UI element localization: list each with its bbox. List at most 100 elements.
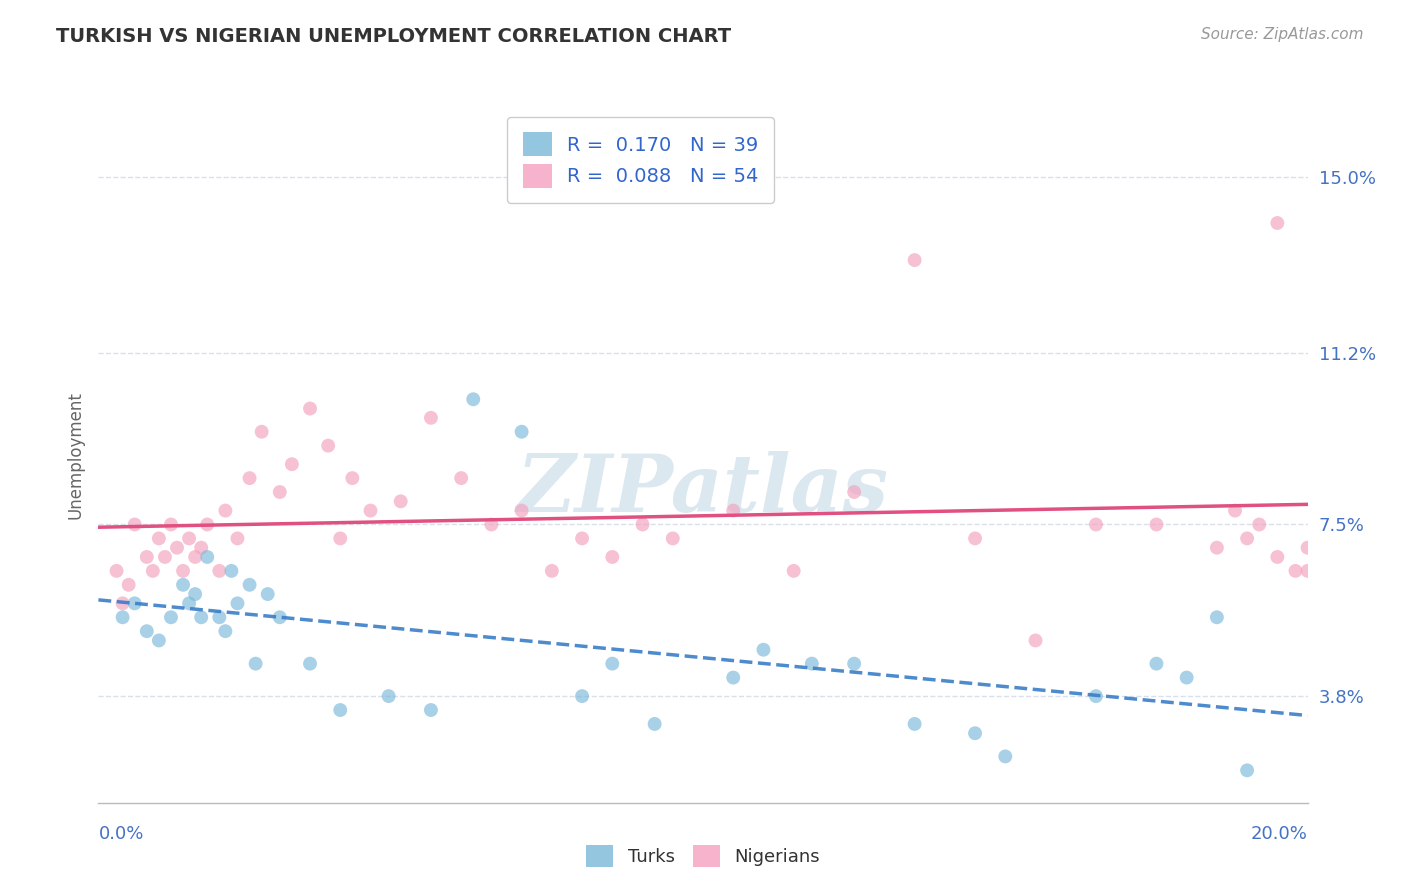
Point <box>571 532 593 546</box>
Point <box>190 610 212 624</box>
Point <box>179 596 201 610</box>
Point <box>904 253 927 268</box>
Point <box>172 564 194 578</box>
Point <box>214 624 236 639</box>
Point <box>239 471 262 485</box>
Point <box>245 657 267 671</box>
Point <box>239 578 262 592</box>
Point <box>250 425 273 439</box>
Legend: R =  0.170   N = 39, R =  0.088   N = 54: R = 0.170 N = 39, R = 0.088 N = 54 <box>508 117 775 203</box>
Point <box>118 578 141 592</box>
Point <box>752 642 775 657</box>
Point <box>1249 517 1271 532</box>
Point <box>329 703 352 717</box>
Point <box>377 689 399 703</box>
Point <box>172 578 194 592</box>
Point <box>195 517 218 532</box>
Point <box>221 564 243 578</box>
Point <box>208 564 231 578</box>
Point <box>281 457 304 471</box>
Point <box>904 717 927 731</box>
Point <box>1236 532 1258 546</box>
Point <box>800 657 823 671</box>
Legend: Turks, Nigerians: Turks, Nigerians <box>579 838 827 874</box>
Point <box>602 549 624 564</box>
Point <box>965 532 987 546</box>
Text: ZIPatlas: ZIPatlas <box>517 451 889 528</box>
Point <box>124 517 146 532</box>
Point <box>994 749 1017 764</box>
Point <box>190 541 212 555</box>
Point <box>184 549 207 564</box>
Point <box>1223 503 1246 517</box>
Point <box>160 610 183 624</box>
Point <box>510 425 533 439</box>
Point <box>226 532 249 546</box>
Point <box>844 485 866 500</box>
Point <box>135 549 157 564</box>
Text: TURKISH VS NIGERIAN UNEMPLOYMENT CORRELATION CHART: TURKISH VS NIGERIAN UNEMPLOYMENT CORRELA… <box>56 27 731 45</box>
Point <box>723 671 745 685</box>
Y-axis label: Unemployment: Unemployment <box>66 391 84 519</box>
Point <box>256 587 278 601</box>
Point <box>166 541 188 555</box>
Point <box>135 624 157 639</box>
Point <box>631 517 654 532</box>
Point <box>148 532 170 546</box>
Point <box>420 410 443 425</box>
Text: 0.0%: 0.0% <box>98 825 143 843</box>
Point <box>111 610 134 624</box>
Point <box>316 439 339 453</box>
Point <box>179 532 201 546</box>
Point <box>184 587 207 601</box>
Point <box>602 657 624 671</box>
Point <box>111 596 134 610</box>
Point <box>1206 541 1229 555</box>
Point <box>299 657 322 671</box>
Point <box>1296 541 1319 555</box>
Point <box>510 503 533 517</box>
Point <box>1085 689 1108 703</box>
Point <box>420 703 443 717</box>
Point <box>644 717 666 731</box>
Point <box>1085 517 1108 532</box>
Point <box>214 503 236 517</box>
Point <box>1144 517 1167 532</box>
Point <box>160 517 183 532</box>
Point <box>1267 549 1289 564</box>
Point <box>723 503 745 517</box>
Point <box>782 564 804 578</box>
Point <box>661 532 683 546</box>
Point <box>269 610 291 624</box>
Point <box>269 485 291 500</box>
Point <box>360 503 382 517</box>
Point <box>481 517 503 532</box>
Text: Source: ZipAtlas.com: Source: ZipAtlas.com <box>1201 27 1364 42</box>
Point <box>540 564 562 578</box>
Point <box>1175 671 1198 685</box>
Point <box>1206 610 1229 624</box>
Point <box>153 549 176 564</box>
Point <box>1284 564 1306 578</box>
Point <box>195 549 218 564</box>
Point <box>965 726 987 740</box>
Point <box>1144 657 1167 671</box>
Point <box>342 471 364 485</box>
Point <box>148 633 170 648</box>
Point <box>1267 216 1289 230</box>
Point <box>1024 633 1046 648</box>
Point <box>226 596 249 610</box>
Point <box>463 392 485 407</box>
Point <box>450 471 472 485</box>
Point <box>329 532 352 546</box>
Point <box>299 401 322 416</box>
Point <box>389 494 412 508</box>
Point <box>844 657 866 671</box>
Point <box>208 610 231 624</box>
Point <box>1236 764 1258 778</box>
Point <box>105 564 128 578</box>
Point <box>142 564 165 578</box>
Point <box>571 689 593 703</box>
Point <box>124 596 146 610</box>
Text: 20.0%: 20.0% <box>1251 825 1308 843</box>
